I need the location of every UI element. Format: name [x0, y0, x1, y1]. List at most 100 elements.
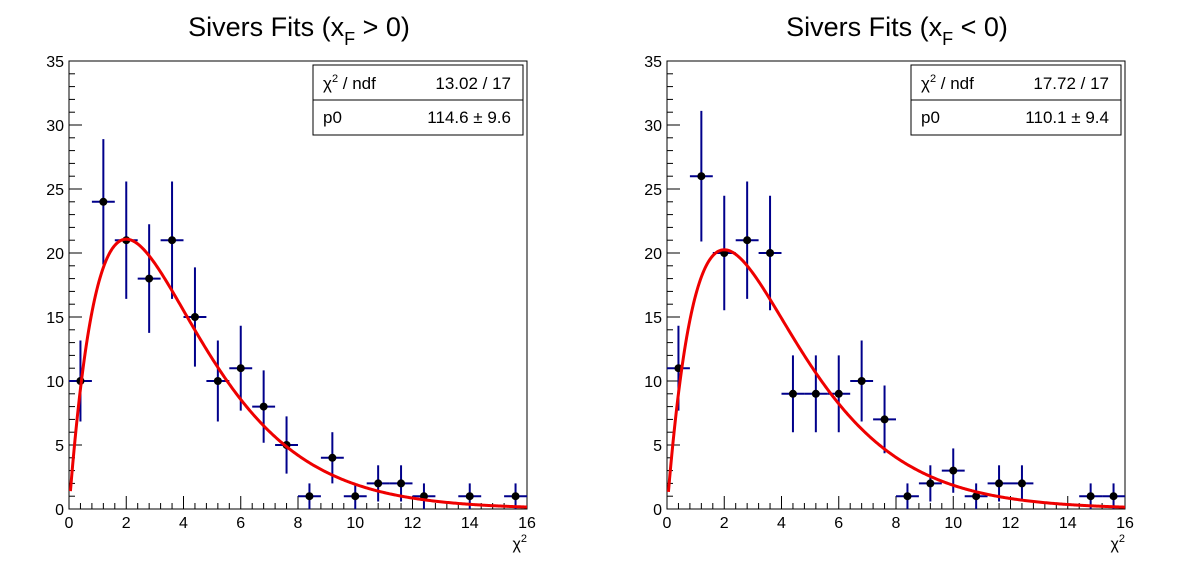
data-marker [949, 466, 958, 475]
data-marker [1086, 492, 1095, 501]
data-point [366, 465, 390, 502]
data-point [1102, 483, 1125, 509]
data-marker [766, 249, 775, 257]
data-point [758, 195, 782, 311]
data-point [804, 355, 828, 433]
data-marker [880, 415, 889, 424]
data-marker [351, 492, 360, 501]
stats-chi-symbol: χ [323, 74, 332, 93]
x-tick-label: 6 [834, 515, 843, 532]
x-tick-label: 8 [892, 515, 901, 532]
y-tick-label: 5 [653, 438, 662, 455]
chart-title-subscript: F [344, 29, 355, 49]
data-marker [857, 377, 866, 385]
fit-curve [666, 248, 1126, 509]
y-tick-label: 35 [46, 54, 64, 71]
stats-row2-label: p0 [323, 108, 342, 127]
data-point [91, 139, 115, 265]
x-tick-label: 10 [944, 515, 962, 532]
y-tick-label: 20 [644, 246, 662, 263]
chart-title-main: Sivers Fits (x [786, 12, 943, 42]
chart-title-tail: > 0) [355, 12, 410, 42]
y-tick-label: 15 [46, 310, 64, 327]
data-marker [903, 492, 912, 501]
stats-row2-label: p0 [921, 108, 940, 127]
x-tick-label: 8 [294, 515, 303, 532]
chart-panel-xf-negative: Sivers Fits (xF < 0) 0 2 4 6 8 10 12 14 16 0 5 10 15 2… [598, 0, 1196, 572]
stats-row1-label-tail: / ndf [936, 74, 974, 93]
data-point [918, 465, 942, 502]
y-tick-label: 20 [46, 246, 64, 263]
fit-curve [68, 237, 528, 509]
data-marker [190, 313, 199, 321]
data-point [160, 181, 184, 299]
data-marker [397, 479, 406, 488]
chart-panel-xf-positive: Sivers Fits (xF > 0) 0 2 4 6 8 10 12 14 16 0 5 10 15 2… [46, 12, 536, 553]
data-marker [236, 364, 245, 373]
data-point [229, 325, 253, 411]
chart-svg: Sivers Fits (xF > 0) 0 2 4 6 8 10 12 14 16 0 5 10 15 2… [46, 12, 536, 553]
data-marker [99, 197, 108, 206]
data-marker [168, 236, 177, 245]
data-marker [1109, 492, 1118, 501]
x-tick-label: 14 [461, 515, 479, 532]
data-point [504, 483, 527, 509]
chart-title: Sivers Fits (xF > 0) [188, 12, 410, 49]
data-marker [834, 389, 843, 398]
x-axis-label-superscript: 2 [521, 533, 527, 545]
data-marker [1017, 479, 1026, 488]
x-tick-label: 4 [179, 515, 188, 532]
data-point [412, 483, 436, 509]
stats-row1-label: χ2 / ndf [921, 73, 974, 93]
data-marker [697, 172, 706, 181]
data-marker [305, 492, 314, 501]
x-tick-label: 12 [404, 515, 422, 532]
data-point [252, 370, 276, 443]
x-tick-label: 4 [777, 515, 786, 532]
x-axis-label-main: χ [1110, 536, 1119, 553]
x-axis-label: χ2 [1110, 533, 1125, 553]
data-point [850, 340, 874, 422]
x-tick-label: 6 [236, 515, 245, 532]
data-point [896, 483, 919, 509]
stats-row1-label-tail: / ndf [338, 74, 376, 93]
data-point [1010, 465, 1034, 502]
x-tick-label: 2 [720, 515, 729, 532]
data-marker [328, 453, 337, 462]
x-tick-label: 2 [122, 515, 131, 532]
stats-chi-symbol: χ [921, 74, 930, 93]
y-tick-label: 10 [46, 374, 64, 391]
stats-row1-label: χ2 / ndf [323, 73, 376, 93]
x-tick-label: 12 [1002, 515, 1020, 532]
stats-row2-value: 110.1 ± 9.4 [1025, 108, 1109, 127]
chart-title-main: Sivers Fits (x [188, 12, 345, 42]
data-point [781, 355, 805, 433]
y-tick-label: 25 [46, 182, 64, 199]
chart-svg: Sivers Fits (xF < 0) 0 2 4 6 8 10 12 14 16 0 5 10 15 2… [644, 12, 1134, 553]
y-tick-label: 0 [55, 502, 64, 519]
y-tick-label: 15 [644, 310, 662, 327]
x-axis-label-main: χ [512, 536, 521, 553]
data-marker [811, 389, 820, 398]
data-point [873, 385, 896, 454]
y-tick-label: 0 [653, 502, 662, 519]
data-marker [926, 479, 935, 488]
x-tick-label: 16 [1116, 515, 1134, 532]
data-marker [995, 479, 1004, 488]
x-tick-label: 14 [1059, 515, 1077, 532]
data-point [343, 483, 367, 509]
chart-title-subscript: F [942, 29, 953, 49]
stats-chi-superscript: 2 [332, 73, 338, 85]
x-axis-label-superscript: 2 [1119, 533, 1125, 545]
y-tick-label: 10 [644, 374, 662, 391]
data-marker [145, 274, 154, 283]
x-tick-label: 0 [65, 515, 74, 532]
y-tick-label: 30 [46, 118, 64, 135]
data-point [735, 181, 759, 299]
data-marker [465, 492, 474, 501]
data-point [137, 224, 161, 333]
data-point [689, 110, 713, 242]
stats-row1-value: 13.02 / 17 [435, 74, 511, 93]
data-point [964, 483, 988, 509]
data-point [298, 483, 321, 509]
